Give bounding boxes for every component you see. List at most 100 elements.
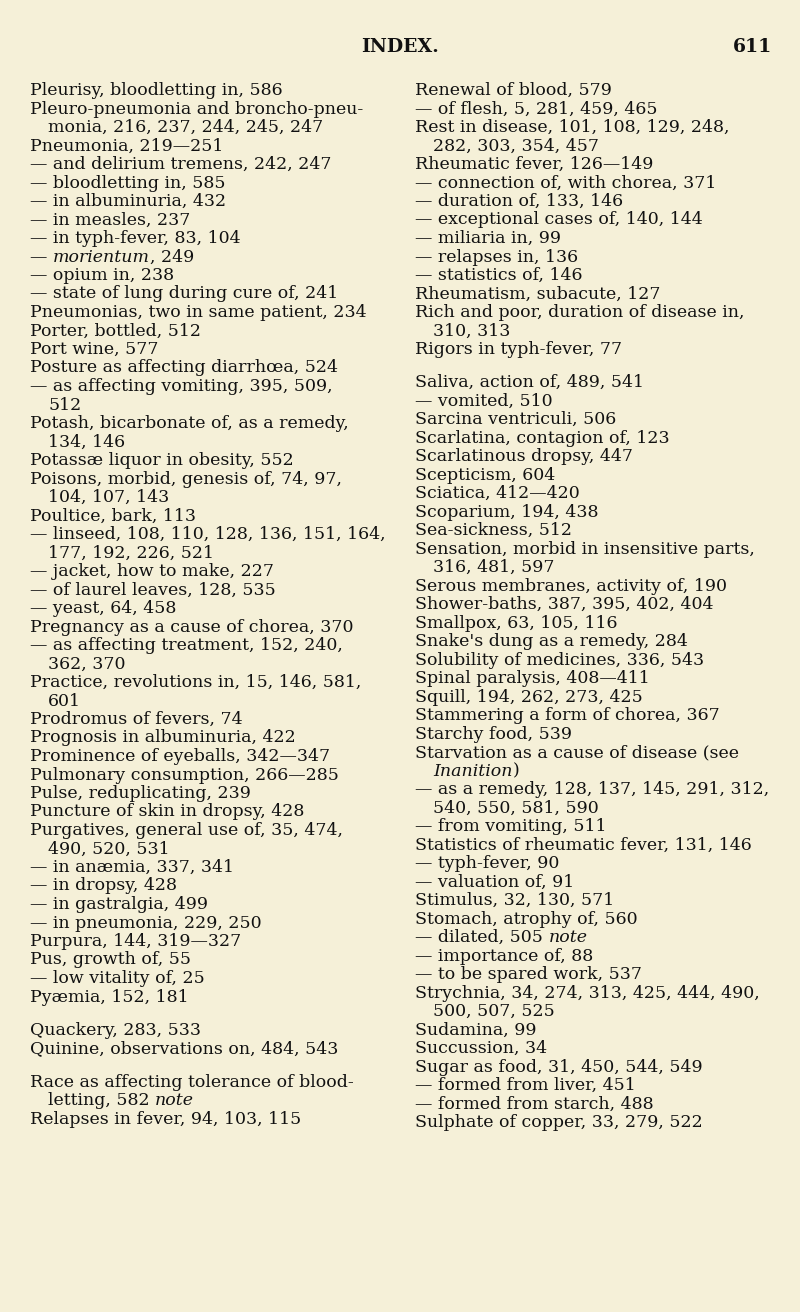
Text: Prominence of eyeballs, 342—347: Prominence of eyeballs, 342—347 [30, 748, 330, 765]
Text: Rigors in typh-fever, 77: Rigors in typh-fever, 77 [415, 341, 622, 358]
Text: Poultice, bark, 113: Poultice, bark, 113 [30, 508, 196, 525]
Text: — dilated, 505: — dilated, 505 [415, 929, 548, 946]
Text: Scoparium, 194, 438: Scoparium, 194, 438 [415, 504, 598, 521]
Text: — low vitality of, 25: — low vitality of, 25 [30, 970, 205, 987]
Text: — in measles, 237: — in measles, 237 [30, 211, 190, 228]
Text: Pus, growth of, 55: Pus, growth of, 55 [30, 951, 191, 968]
Text: Pneumonias, two in same patient, 234: Pneumonias, two in same patient, 234 [30, 304, 366, 321]
Text: 512: 512 [48, 396, 82, 413]
Text: — of flesh, 5, 281, 459, 465: — of flesh, 5, 281, 459, 465 [415, 101, 658, 118]
Text: — in typh-fever, 83, 104: — in typh-fever, 83, 104 [30, 230, 241, 247]
Text: 500, 507, 525: 500, 507, 525 [433, 1004, 554, 1021]
Text: Shower-baths, 387, 395, 402, 404: Shower-baths, 387, 395, 402, 404 [415, 596, 714, 613]
Text: Sugar as food, 31, 450, 544, 549: Sugar as food, 31, 450, 544, 549 [415, 1059, 702, 1076]
Text: — miliaria in, 99: — miliaria in, 99 [415, 230, 561, 247]
Text: Scarlatinous dropsy, 447: Scarlatinous dropsy, 447 [415, 449, 633, 466]
Text: — of laurel leaves, 128, 535: — of laurel leaves, 128, 535 [30, 581, 276, 598]
Text: Potash, bicarbonate of, as a remedy,: Potash, bicarbonate of, as a remedy, [30, 415, 349, 432]
Text: Rich and poor, duration of disease in,: Rich and poor, duration of disease in, [415, 304, 745, 321]
Text: — opium in, 238: — opium in, 238 [30, 268, 174, 283]
Text: Race as affecting tolerance of blood-: Race as affecting tolerance of blood- [30, 1073, 354, 1090]
Text: 362, 370: 362, 370 [48, 656, 126, 673]
Text: Pneumonia, 219—251: Pneumonia, 219—251 [30, 138, 223, 155]
Text: — in pneumonia, 229, 250: — in pneumonia, 229, 250 [30, 914, 262, 932]
Text: — valuation of, 91: — valuation of, 91 [415, 874, 574, 891]
Text: Statistics of rheumatic fever, 131, 146: Statistics of rheumatic fever, 131, 146 [415, 837, 752, 854]
Text: Potassæ liquor in obesity, 552: Potassæ liquor in obesity, 552 [30, 453, 294, 468]
Text: ): ) [513, 762, 519, 779]
Text: 310, 313: 310, 313 [433, 323, 510, 340]
Text: Scarlatina, contagion of, 123: Scarlatina, contagion of, 123 [415, 430, 670, 447]
Text: Pulse, reduplicating, 239: Pulse, reduplicating, 239 [30, 785, 251, 802]
Text: — in albuminuria, 432: — in albuminuria, 432 [30, 193, 226, 210]
Text: Puncture of skin in dropsy, 428: Puncture of skin in dropsy, 428 [30, 803, 304, 820]
Text: morientum: morientum [53, 248, 150, 265]
Text: 611: 611 [733, 38, 772, 56]
Text: Rheumatic fever, 126—149: Rheumatic fever, 126—149 [415, 156, 654, 173]
Text: Prognosis in albuminuria, 422: Prognosis in albuminuria, 422 [30, 729, 296, 747]
Text: — vomited, 510: — vomited, 510 [415, 392, 553, 409]
Text: Pyæmia, 152, 181: Pyæmia, 152, 181 [30, 988, 189, 1005]
Text: 490, 520, 531: 490, 520, 531 [48, 841, 170, 858]
Text: INDEX.: INDEX. [361, 38, 439, 56]
Text: — jacket, how to make, 227: — jacket, how to make, 227 [30, 563, 274, 580]
Text: Sarcina ventriculi, 506: Sarcina ventriculi, 506 [415, 411, 616, 428]
Text: Purgatives, general use of, 35, 474,: Purgatives, general use of, 35, 474, [30, 823, 343, 838]
Text: Quinine, observations on, 484, 543: Quinine, observations on, 484, 543 [30, 1040, 338, 1057]
Text: Sudamina, 99: Sudamina, 99 [415, 1022, 537, 1039]
Text: Inanition: Inanition [433, 762, 513, 779]
Text: note: note [155, 1092, 194, 1109]
Text: — formed from liver, 451: — formed from liver, 451 [415, 1077, 636, 1094]
Text: —: — [30, 248, 53, 265]
Text: 540, 550, 581, 590: 540, 550, 581, 590 [433, 800, 598, 817]
Text: Practice, revolutions in, 15, 146, 581,: Practice, revolutions in, 15, 146, 581, [30, 674, 362, 691]
Text: — as affecting vomiting, 395, 509,: — as affecting vomiting, 395, 509, [30, 378, 333, 395]
Text: — in gastralgia, 499: — in gastralgia, 499 [30, 896, 208, 913]
Text: Stomach, atrophy of, 560: Stomach, atrophy of, 560 [415, 911, 638, 928]
Text: — exceptional cases of, 140, 144: — exceptional cases of, 140, 144 [415, 211, 702, 228]
Text: Serous membranes, activity of, 190: Serous membranes, activity of, 190 [415, 577, 727, 594]
Text: 601: 601 [48, 693, 81, 710]
Text: — importance of, 88: — importance of, 88 [415, 947, 594, 964]
Text: Port wine, 577: Port wine, 577 [30, 341, 158, 358]
Text: Poisons, morbid, genesis of, 74, 97,: Poisons, morbid, genesis of, 74, 97, [30, 471, 342, 488]
Text: Prodromus of fevers, 74: Prodromus of fevers, 74 [30, 711, 242, 728]
Text: Snake's dung as a remedy, 284: Snake's dung as a remedy, 284 [415, 634, 688, 651]
Text: 104, 107, 143: 104, 107, 143 [48, 489, 170, 506]
Text: , 249: , 249 [150, 248, 194, 265]
Text: 134, 146: 134, 146 [48, 433, 125, 450]
Text: — and delirium tremens, 242, 247: — and delirium tremens, 242, 247 [30, 156, 331, 173]
Text: — relapses in, 136: — relapses in, 136 [415, 248, 578, 265]
Text: Pleurisy, bloodletting in, 586: Pleurisy, bloodletting in, 586 [30, 81, 282, 98]
Text: — as affecting treatment, 152, 240,: — as affecting treatment, 152, 240, [30, 638, 343, 653]
Text: Quackery, 283, 533: Quackery, 283, 533 [30, 1022, 201, 1039]
Text: Rest in disease, 101, 108, 129, 248,: Rest in disease, 101, 108, 129, 248, [415, 119, 730, 136]
Text: Starchy food, 539: Starchy food, 539 [415, 726, 572, 743]
Text: Pleuro-pneumonia and broncho-pneu-: Pleuro-pneumonia and broncho-pneu- [30, 101, 363, 118]
Text: Sea-sickness, 512: Sea-sickness, 512 [415, 522, 572, 539]
Text: Scepticism, 604: Scepticism, 604 [415, 467, 555, 484]
Text: — duration of, 133, 146: — duration of, 133, 146 [415, 193, 623, 210]
Text: note: note [548, 929, 587, 946]
Text: Sciatica, 412—420: Sciatica, 412—420 [415, 485, 580, 502]
Text: Spinal paralysis, 408—411: Spinal paralysis, 408—411 [415, 670, 650, 687]
Text: monia, 216, 237, 244, 245, 247: monia, 216, 237, 244, 245, 247 [48, 119, 323, 136]
Text: — yeast, 64, 458: — yeast, 64, 458 [30, 600, 176, 617]
Text: — state of lung during cure of, 241: — state of lung during cure of, 241 [30, 286, 338, 303]
Text: Smallpox, 63, 105, 116: Smallpox, 63, 105, 116 [415, 615, 618, 632]
Text: Stammering a form of chorea, 367: Stammering a form of chorea, 367 [415, 707, 720, 724]
Text: — linseed, 108, 110, 128, 136, 151, 164,: — linseed, 108, 110, 128, 136, 151, 164, [30, 526, 386, 543]
Text: Relapses in fever, 94, 103, 115: Relapses in fever, 94, 103, 115 [30, 1110, 302, 1127]
Text: letting, 582: letting, 582 [48, 1092, 155, 1109]
Text: — as a remedy, 128, 137, 145, 291, 312,: — as a remedy, 128, 137, 145, 291, 312, [415, 782, 770, 798]
Text: 316, 481, 597: 316, 481, 597 [433, 559, 554, 576]
Text: — typh-fever, 90: — typh-fever, 90 [415, 855, 559, 872]
Text: Pregnancy as a cause of chorea, 370: Pregnancy as a cause of chorea, 370 [30, 618, 354, 635]
Text: Succussion, 34: Succussion, 34 [415, 1040, 547, 1057]
Text: Purpura, 144, 319—327: Purpura, 144, 319—327 [30, 933, 242, 950]
Text: Saliva, action of, 489, 541: Saliva, action of, 489, 541 [415, 374, 644, 391]
Text: Porter, bottled, 512: Porter, bottled, 512 [30, 323, 201, 340]
Text: 177, 192, 226, 521: 177, 192, 226, 521 [48, 544, 214, 562]
Text: Solubility of medicines, 336, 543: Solubility of medicines, 336, 543 [415, 652, 704, 669]
Text: — to be spared work, 537: — to be spared work, 537 [415, 967, 642, 983]
